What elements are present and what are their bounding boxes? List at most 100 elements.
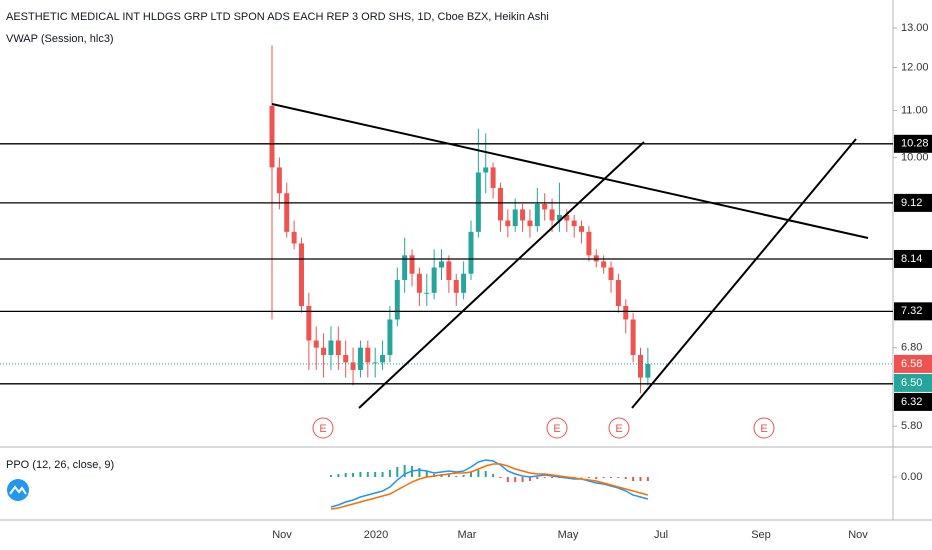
- candle-body: [365, 347, 371, 363]
- price-label: 9.12: [901, 197, 922, 209]
- candle-body: [453, 280, 459, 293]
- histogram-bar: [396, 467, 399, 477]
- candle-body: [549, 209, 555, 221]
- price-label: 10.28: [901, 138, 929, 150]
- histogram-bar: [610, 477, 613, 478]
- candle-body: [431, 267, 437, 293]
- y-tick-label: 5.80: [901, 420, 922, 432]
- earnings-label: E: [615, 423, 622, 435]
- histogram-bar: [499, 477, 502, 478]
- histogram-bar: [551, 477, 554, 478]
- x-tick-label: Nov: [848, 529, 868, 541]
- candle-body: [645, 363, 651, 378]
- histogram-bar: [506, 477, 509, 482]
- histogram-bar: [477, 470, 480, 477]
- histogram-bar: [344, 473, 347, 477]
- candle-body: [328, 340, 334, 355]
- candle-body: [542, 203, 548, 210]
- x-tick-label: May: [558, 529, 579, 541]
- histogram-bar: [337, 474, 340, 477]
- y-tick-label: 12.00: [901, 61, 929, 73]
- candle-body: [497, 187, 503, 221]
- candle-body: [512, 209, 518, 227]
- candle-body: [357, 347, 363, 370]
- candle-body: [269, 105, 275, 168]
- candle-body: [394, 280, 400, 320]
- candle-body: [416, 273, 422, 293]
- price-label-box: [894, 354, 932, 373]
- trendlines: [271, 103, 869, 409]
- candle-body: [306, 305, 312, 341]
- candle-body: [601, 261, 607, 268]
- earnings-marker: [753, 417, 775, 439]
- histogram-bar: [418, 468, 421, 477]
- candle-body: [623, 305, 629, 320]
- earnings-label: E: [319, 423, 326, 435]
- candle-body: [298, 243, 304, 306]
- y-tick-label: 6.80: [901, 342, 922, 354]
- candle-body: [468, 231, 474, 274]
- candle-body: [424, 292, 430, 294]
- candle-body: [505, 220, 511, 227]
- price-label: 7.32: [901, 305, 922, 317]
- ppo-line: [330, 459, 649, 508]
- histogram-bar: [425, 471, 428, 477]
- candle-body: [630, 319, 636, 355]
- histogram-bar: [381, 472, 384, 477]
- histogram-bar: [388, 470, 391, 477]
- histogram-bar: [352, 473, 355, 477]
- x-tick-label: Jul: [654, 529, 668, 541]
- earnings-marker: [608, 417, 630, 439]
- histogram-bar: [617, 477, 620, 478]
- histogram-bar: [484, 471, 487, 477]
- histogram-bar: [587, 477, 590, 478]
- histogram-bar: [359, 472, 362, 477]
- histogram-bar: [624, 477, 627, 479]
- axis-labels: 13.00 12.00 11.00 10.00 6.80 5.80 10.28 9.12 8.1…: [272, 22, 932, 541]
- candle-body: [638, 354, 643, 378]
- ppo-line: [330, 463, 649, 510]
- histogram-bar: [646, 477, 649, 481]
- candle-body: [556, 214, 562, 221]
- histogram-bar: [366, 472, 369, 477]
- candle-body: [475, 172, 481, 232]
- histogram-bar: [447, 474, 450, 477]
- candle-body: [483, 167, 489, 173]
- histogram-bar: [632, 477, 635, 481]
- candle-body: [579, 226, 585, 232]
- histogram-bar: [469, 472, 472, 477]
- candle-body: [313, 340, 319, 348]
- candle-body: [284, 193, 290, 232]
- histogram-bar: [514, 477, 517, 482]
- candle-body: [439, 261, 445, 268]
- histogram-bar: [595, 477, 598, 479]
- earnings-marker: [546, 417, 568, 439]
- histogram-bar: [455, 476, 458, 477]
- histogram-bar: [374, 472, 377, 477]
- y-tick-label: 11.00: [901, 104, 928, 116]
- price-label-box: [894, 193, 932, 212]
- candle-body: [490, 167, 496, 188]
- histogram-bar: [580, 477, 583, 478]
- histogram-bar: [528, 477, 531, 481]
- price-label-box: [894, 249, 932, 268]
- histogram-bar: [543, 477, 546, 478]
- earnings-marker: [312, 417, 334, 439]
- candle-body: [380, 354, 386, 363]
- histogram-bar: [329, 475, 332, 477]
- candle-body: [446, 261, 452, 281]
- price-label: 6.58: [901, 358, 922, 370]
- histogram-bar: [639, 477, 642, 481]
- price-label-box: [894, 134, 932, 153]
- logo: [7, 479, 29, 501]
- earnings-label: E: [553, 423, 560, 435]
- ppo-label: PPO (12, 26, close, 9): [6, 459, 114, 471]
- histogram-bar: [492, 474, 495, 477]
- candle-body: [527, 220, 533, 227]
- chart-title: AESTHETIC MEDICAL INT HLDGS GRP LTD SPON…: [6, 11, 549, 23]
- candle-body: [321, 347, 327, 355]
- y-tick-label: 13.00: [901, 22, 929, 34]
- candle-body: [387, 319, 393, 355]
- histogram-bar: [462, 475, 465, 477]
